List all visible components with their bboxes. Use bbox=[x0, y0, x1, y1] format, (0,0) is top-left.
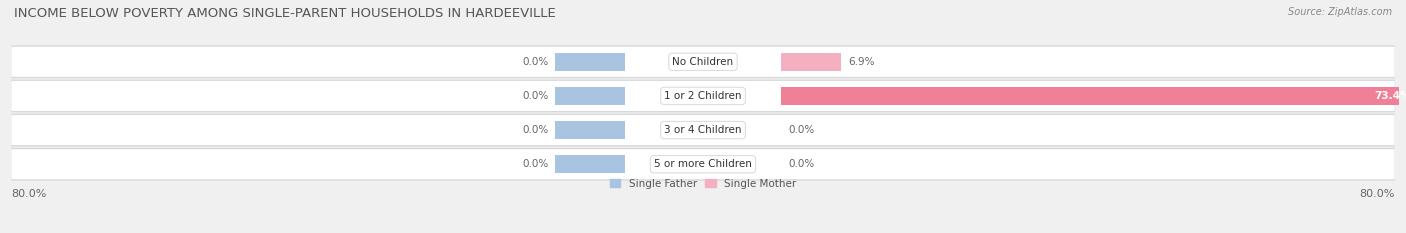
Text: 0.0%: 0.0% bbox=[522, 125, 548, 135]
Text: 6.9%: 6.9% bbox=[848, 57, 875, 67]
FancyBboxPatch shape bbox=[11, 114, 1395, 147]
Text: 73.4%: 73.4% bbox=[1375, 91, 1406, 101]
Text: 3 or 4 Children: 3 or 4 Children bbox=[664, 125, 742, 135]
FancyBboxPatch shape bbox=[11, 81, 1395, 111]
Text: 0.0%: 0.0% bbox=[789, 125, 814, 135]
Bar bbox=[555, 53, 624, 71]
Bar bbox=[555, 121, 624, 139]
FancyBboxPatch shape bbox=[11, 148, 1395, 181]
Text: 0.0%: 0.0% bbox=[522, 91, 548, 101]
Text: 5 or more Children: 5 or more Children bbox=[654, 159, 752, 169]
Text: 1 or 2 Children: 1 or 2 Children bbox=[664, 91, 742, 101]
FancyBboxPatch shape bbox=[11, 149, 1395, 179]
Bar bbox=[782, 53, 841, 71]
Text: 0.0%: 0.0% bbox=[522, 57, 548, 67]
Text: 80.0%: 80.0% bbox=[11, 189, 46, 199]
Bar bbox=[555, 87, 624, 105]
Text: Source: ZipAtlas.com: Source: ZipAtlas.com bbox=[1288, 7, 1392, 17]
Text: No Children: No Children bbox=[672, 57, 734, 67]
Bar bbox=[555, 155, 624, 173]
Legend: Single Father, Single Mother: Single Father, Single Mother bbox=[610, 178, 796, 188]
FancyBboxPatch shape bbox=[11, 79, 1395, 112]
Text: 0.0%: 0.0% bbox=[789, 159, 814, 169]
Text: INCOME BELOW POVERTY AMONG SINGLE-PARENT HOUSEHOLDS IN HARDEEVILLE: INCOME BELOW POVERTY AMONG SINGLE-PARENT… bbox=[14, 7, 555, 20]
Text: 80.0%: 80.0% bbox=[1360, 189, 1395, 199]
FancyBboxPatch shape bbox=[11, 115, 1395, 145]
FancyBboxPatch shape bbox=[11, 45, 1395, 78]
FancyBboxPatch shape bbox=[11, 47, 1395, 77]
Bar bbox=[782, 87, 1406, 105]
Text: 0.0%: 0.0% bbox=[522, 159, 548, 169]
